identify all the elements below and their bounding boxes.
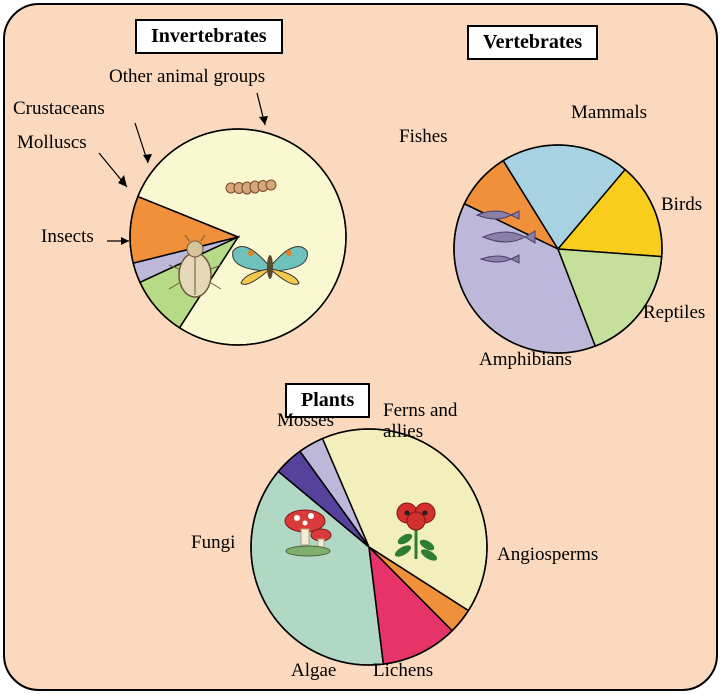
vertebrates-title-box: Vertebrates: [467, 25, 598, 60]
label-algae: Algae: [291, 661, 336, 682]
vertebrates-title: Vertebrates: [483, 31, 582, 53]
mushroom-icon: [281, 505, 335, 557]
invertebrates-title-box: Invertebrates: [135, 19, 283, 54]
label-fishes: Fishes: [399, 127, 448, 148]
larva-icon: [223, 173, 283, 203]
label-ferns-text: Ferns and allies: [383, 400, 457, 442]
label-insects: Insects: [41, 227, 94, 248]
beetle-icon: [167, 235, 223, 301]
label-mammals: Mammals: [571, 103, 647, 124]
plants-title: Plants: [301, 389, 354, 411]
invertebrates-title: Invertebrates: [151, 25, 267, 47]
label-angiosperms: Angiosperms: [497, 545, 598, 566]
label-crustaceans: Crustaceans: [13, 99, 105, 120]
main-frame: Invertebrates Vertebrates Plants Other a…: [3, 3, 718, 691]
label-lichens: Lichens: [373, 661, 433, 682]
label-birds: Birds: [661, 195, 702, 216]
label-mosses: Mosses: [277, 411, 334, 432]
label-fungi: Fungi: [191, 533, 235, 554]
label-amphibians: Amphibians: [479, 350, 572, 371]
flower-icon: [387, 499, 445, 565]
label-molluscs: Molluscs: [17, 133, 87, 154]
label-reptiles: Reptiles: [643, 303, 705, 324]
fish-icon: [471, 203, 543, 275]
label-ferns: Ferns and allies: [383, 401, 483, 443]
butterfly-icon: [227, 233, 313, 301]
label-other-animal-groups: Other animal groups: [109, 67, 265, 88]
